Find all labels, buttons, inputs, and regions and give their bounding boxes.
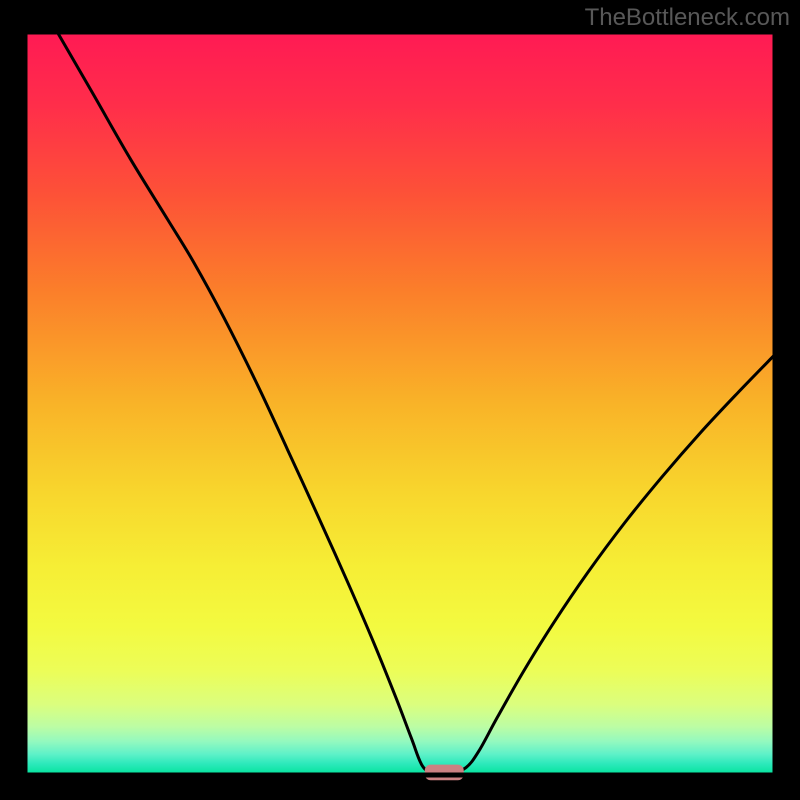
- bottleneck-chart: [0, 0, 800, 800]
- chart-gradient-background: [25, 32, 775, 775]
- optimal-marker: [425, 765, 464, 781]
- chart-frame: TheBottleneck.com: [0, 0, 800, 800]
- watermark-text: TheBottleneck.com: [585, 4, 790, 32]
